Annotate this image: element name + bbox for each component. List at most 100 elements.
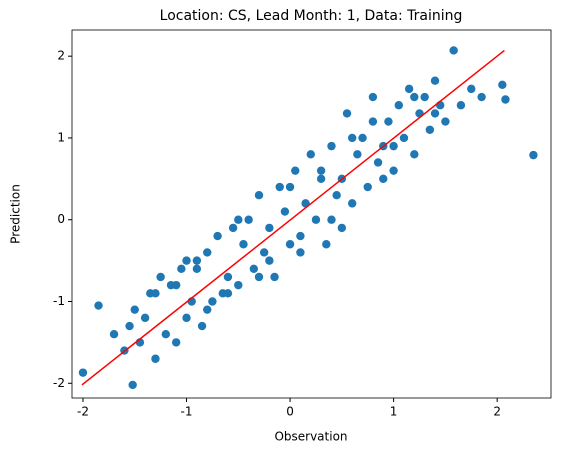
point — [306, 150, 315, 159]
x-tick-label: 0 — [286, 405, 294, 419]
point — [94, 301, 103, 310]
point — [140, 313, 150, 323]
point — [456, 101, 466, 110]
point — [430, 109, 440, 118]
point — [265, 256, 274, 265]
point — [467, 84, 476, 94]
point — [394, 101, 403, 110]
point — [311, 215, 321, 224]
point — [197, 321, 207, 331]
point — [192, 264, 202, 273]
point — [128, 380, 137, 390]
point — [78, 368, 88, 377]
point — [425, 125, 435, 134]
point — [477, 92, 486, 102]
point — [280, 207, 290, 216]
point — [399, 133, 409, 143]
point — [291, 166, 300, 175]
point — [342, 109, 352, 118]
y-tick-label: -1 — [53, 294, 65, 308]
point — [254, 272, 264, 282]
point — [223, 272, 233, 282]
point — [270, 272, 279, 282]
y-tick-label: 1 — [57, 130, 65, 144]
point — [161, 330, 171, 339]
plot-frame — [71, 29, 552, 399]
point — [316, 166, 326, 175]
point — [529, 150, 538, 160]
point — [182, 256, 191, 265]
point — [347, 133, 357, 143]
point — [296, 248, 305, 257]
point — [332, 190, 341, 200]
point — [234, 280, 243, 290]
point — [498, 80, 507, 89]
point — [208, 297, 217, 306]
point — [436, 101, 445, 110]
point — [275, 182, 284, 192]
x-tick-label: 2 — [493, 405, 501, 419]
point — [182, 313, 191, 323]
point — [265, 223, 274, 233]
y-tick-label: 2 — [57, 49, 65, 63]
point — [368, 92, 378, 102]
y-tick-label: -2 — [53, 376, 65, 390]
fit-line — [81, 49, 505, 386]
x-axis-label: Observation — [274, 430, 347, 444]
point — [239, 240, 248, 249]
point — [171, 280, 181, 290]
point — [244, 215, 253, 224]
point — [368, 117, 378, 126]
point — [322, 240, 331, 249]
x-tick-label: -2 — [77, 405, 89, 419]
point — [420, 92, 429, 102]
point — [192, 256, 202, 265]
point — [259, 248, 269, 257]
point — [213, 231, 222, 241]
point — [316, 174, 326, 184]
point — [410, 150, 419, 159]
point — [203, 248, 212, 257]
point — [234, 215, 243, 224]
point — [363, 182, 372, 192]
point — [389, 141, 398, 151]
point — [130, 305, 139, 314]
point — [379, 174, 388, 184]
point — [430, 76, 440, 85]
point — [327, 141, 336, 151]
point — [203, 305, 212, 314]
point — [410, 92, 419, 102]
point — [156, 272, 165, 282]
point — [109, 330, 119, 339]
point — [249, 264, 259, 273]
point — [177, 264, 186, 273]
point — [151, 354, 160, 363]
point — [404, 84, 414, 94]
point — [223, 289, 233, 298]
y-tick-label: 0 — [57, 212, 65, 226]
point — [285, 182, 295, 192]
point — [384, 117, 393, 126]
point — [337, 223, 347, 233]
point — [501, 95, 510, 104]
point — [415, 109, 424, 118]
point — [373, 158, 383, 167]
point — [441, 117, 450, 126]
x-tick-label: 1 — [390, 405, 398, 419]
chart-title: Location: CS, Lead Month: 1, Data: Train… — [160, 8, 463, 24]
point — [358, 133, 367, 143]
point — [285, 240, 295, 249]
point — [353, 150, 362, 159]
point — [389, 166, 398, 175]
x-tick-label: -1 — [181, 405, 193, 419]
point — [296, 231, 305, 241]
point — [125, 321, 134, 331]
point — [228, 223, 238, 233]
point — [171, 338, 181, 347]
point — [151, 289, 160, 298]
point — [449, 46, 458, 55]
y-axis-label: Prediction — [9, 184, 23, 244]
point — [327, 215, 336, 224]
point — [347, 199, 357, 208]
